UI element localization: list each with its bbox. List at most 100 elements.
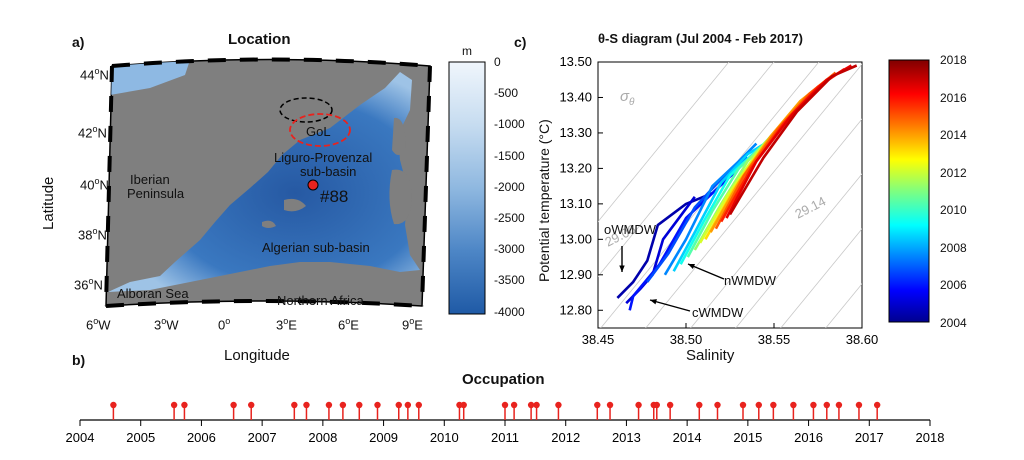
label-liguro-sub: sub-basin (300, 164, 357, 179)
tick-hemisphere: N (93, 277, 103, 293)
station-88-marker (307, 179, 319, 191)
depth-tick-label: -2500 (494, 211, 525, 225)
label-station-88: #88 (320, 187, 349, 206)
ts-ylabel: Potential temperature (°C) (536, 119, 552, 282)
label-cwmdw: cWMDW (692, 305, 744, 320)
time-tick-label: 2014 (940, 128, 967, 142)
time-tick-label: 2012 (940, 165, 967, 180)
label-owmdw: oWMDW (604, 222, 656, 237)
degree-symbol: o (409, 316, 415, 326)
time-tick-label: 2016 (940, 90, 967, 105)
lat-tick-label: 36oN (74, 276, 103, 292)
map-border-bottom (105, 299, 423, 308)
map-border-right (420, 65, 432, 307)
panel-c-title: θ-S diagram (Jul 2004 - Feb 2017) (598, 31, 803, 46)
depth-tick-label: -1000 (494, 117, 525, 132)
tick-value: 3 (154, 317, 162, 333)
depth-tick-label: -1500 (494, 148, 525, 163)
degree-symbol: o (161, 316, 167, 326)
sigma-subscript: θ (629, 97, 635, 108)
depth-tick-label: -3500 (494, 273, 525, 288)
degree-symbol: o (94, 176, 100, 186)
lat-tick-label: 44oN (80, 66, 109, 82)
time-tick-label: 2004 (940, 315, 967, 330)
degree-symbol: o (225, 316, 231, 326)
panel-b-title: Occupation (462, 371, 545, 388)
corsica-island (392, 117, 406, 155)
mediterranean-sea (108, 72, 420, 292)
sardinia-island (389, 169, 412, 225)
lat-tick-label: 42oN (78, 124, 107, 140)
ibiza-island (262, 220, 276, 228)
label-iberian: Iberian (130, 172, 170, 187)
label-liguro: Liguro-Provenzal (274, 150, 373, 165)
tick-value: 9 (402, 317, 410, 333)
tick-value: 40 (80, 177, 95, 193)
map-xlabel: Longitude (224, 347, 290, 364)
gol-black-outline (279, 97, 333, 123)
degree-symbol: o (283, 316, 289, 326)
lat-tick-label: 40oN (80, 176, 109, 192)
time-tick-label: 2018 (940, 53, 967, 67)
tick-hemisphere: E (350, 317, 359, 333)
depth-tick-label: -500 (494, 86, 519, 101)
time-colorbar (888, 59, 930, 323)
map-border-top (111, 57, 431, 68)
lon-tick-label: 9oE (402, 316, 423, 332)
tick-value: 42 (78, 125, 93, 141)
time-tick-label: 2006 (940, 278, 967, 292)
map-ylabel: Latitude (40, 176, 57, 230)
tick-hemisphere: N (97, 227, 107, 243)
tick-hemisphere: W (98, 317, 111, 333)
map-border-left (104, 65, 114, 307)
panel-b-letter: b) (72, 352, 86, 368)
mallorca-island (284, 198, 306, 212)
gol-red-ring (289, 113, 351, 147)
tick-hemisphere: E (414, 317, 423, 333)
depth-colorbar-unit: m (462, 44, 472, 58)
sigma-label: σθ (620, 88, 634, 108)
degree-symbol: o (92, 226, 98, 236)
lon-tick-label: 3oW (154, 316, 179, 332)
biscay-sea (106, 60, 190, 95)
panel-c-title-text: θ-S diagram (Jul 2004 - Feb 2017) (598, 31, 803, 46)
lon-tick-label: 6oW (86, 316, 111, 332)
label-peninsula: Peninsula (127, 186, 185, 201)
depth-tick-label: -4000 (494, 304, 525, 319)
time-tick-label: 2008 (940, 240, 967, 255)
tick-value: 36 (74, 277, 89, 293)
depth-tick-label: -2000 (494, 179, 525, 194)
tick-value: 38 (78, 227, 93, 243)
depth-tick-label: -3000 (494, 242, 525, 257)
lat-tick-label: 38oN (78, 226, 107, 242)
panel-c-letter: c) (514, 34, 527, 50)
panel-a-title: Location (228, 31, 291, 48)
label-gol: GoL (306, 124, 331, 139)
label-alboran: Alboran Sea (117, 286, 189, 301)
degree-symbol: o (345, 316, 351, 326)
label-africa: Northern Africa (277, 293, 364, 308)
degree-symbol: o (92, 124, 98, 134)
tick-hemisphere: N (97, 125, 107, 141)
depth-colorbar (448, 61, 486, 315)
tick-value: 0 (218, 317, 226, 333)
lon-tick-label: 3oE (276, 316, 297, 332)
tick-value: 44 (80, 67, 95, 83)
label-algerian: Algerian sub-basin (262, 240, 370, 255)
degree-symbol: o (88, 276, 94, 286)
sigma-symbol: σ (620, 88, 630, 105)
lon-tick-label: 6oE (338, 316, 359, 332)
tick-value: 6 (338, 317, 346, 333)
tick-value: 3 (276, 317, 284, 333)
degree-symbol: o (94, 66, 100, 76)
tick-hemisphere: W (166, 317, 179, 333)
lon-tick-label: 0o (218, 316, 230, 332)
tick-hemisphere: E (288, 317, 297, 333)
label-nwmdw: nWMDW (724, 273, 776, 288)
tick-hemisphere: N (99, 177, 109, 193)
tick-hemisphere: N (99, 67, 109, 83)
depth-tick-label: 0 (494, 55, 501, 69)
ts-xlabel: Salinity (686, 347, 735, 364)
tick-value: 6 (86, 317, 94, 333)
